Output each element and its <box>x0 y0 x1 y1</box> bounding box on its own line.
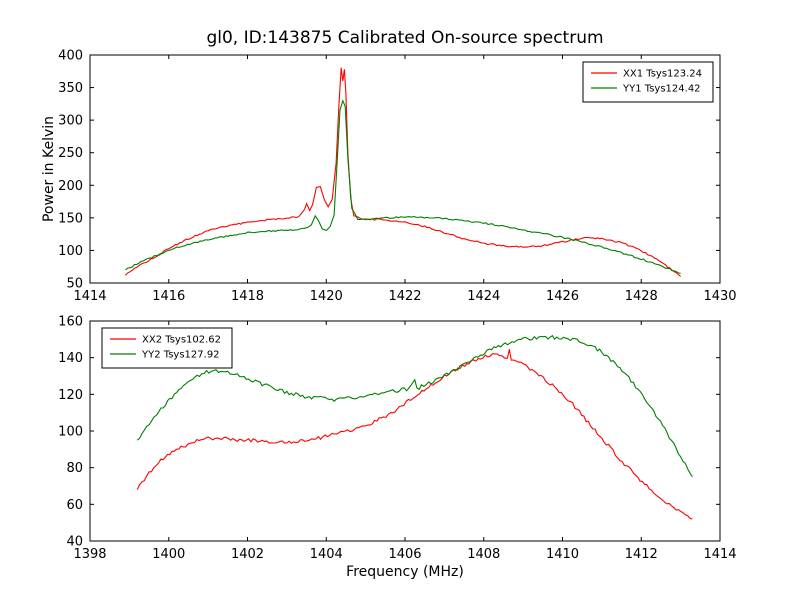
x-tick-label: 1428 <box>625 289 658 304</box>
legend-label: XX2 Tsys102.62 <box>142 335 221 346</box>
y-tick-label: 100 <box>58 425 83 440</box>
y-tick-label: 200 <box>58 179 83 194</box>
legend-box <box>582 61 714 103</box>
x-tick-label: 1398 <box>73 547 106 562</box>
y-tick-label: 250 <box>58 146 83 161</box>
x-tick-label: 1404 <box>310 547 343 562</box>
y-tick-label: 60 <box>66 498 83 513</box>
legend: XX1 Tsys123.24 YY1 Tsys124.42 <box>582 61 714 103</box>
y-tick-label: 350 <box>58 81 83 96</box>
y-tick-label: 160 <box>58 315 83 330</box>
subplot-top: 1414 1416 1418 1420 1422 1424 1426 1428 1430 50 10… <box>58 49 736 305</box>
x-tick-label: 1400 <box>152 547 185 562</box>
x-tick-label: 1406 <box>388 547 421 562</box>
x-tick-label: 1422 <box>388 289 421 304</box>
x-tick-label: 1426 <box>546 289 579 304</box>
series-line-1 <box>125 99 681 274</box>
x-axis-label-bottom: Frequency (MHz) <box>346 564 464 580</box>
figure-title: gl0, ID:143875 Calibrated On-source spec… <box>206 28 603 48</box>
x-tick-label: 1430 <box>703 289 736 304</box>
x-tick-label: 1402 <box>231 547 264 562</box>
y-tick-label: 400 <box>58 49 83 64</box>
legend-box <box>101 327 233 369</box>
x-tick-label: 1414 <box>703 547 736 562</box>
x-tick-label: 1410 <box>546 547 579 562</box>
y-tick-label: 140 <box>58 351 83 366</box>
y-tick-label: 50 <box>66 277 83 292</box>
legend-label: XX1 Tsys123.24 <box>623 69 702 80</box>
y-tick-label: 80 <box>66 461 83 476</box>
x-tick-label: 1408 <box>467 547 500 562</box>
x-tick-label: 1418 <box>231 289 264 304</box>
x-tick-label: 1424 <box>467 289 500 304</box>
series-line-0 <box>136 349 693 520</box>
series-line-0 <box>125 67 681 277</box>
y-tick-label: 120 <box>58 388 83 403</box>
series-line-1 <box>136 334 693 478</box>
legend: XX2 Tsys102.62 YY2 Tsys127.92 <box>101 327 233 369</box>
y-tick-label: 150 <box>58 211 83 226</box>
x-tick-label: 1414 <box>73 289 106 304</box>
legend-label: YY1 Tsys124.42 <box>622 84 701 95</box>
y-axis-label-top: Power in Kelvin <box>41 116 57 222</box>
y-tick-label: 100 <box>58 244 83 259</box>
legend-label: YY2 Tsys127.92 <box>141 350 220 361</box>
x-tick-label: 1416 <box>152 289 185 304</box>
subplot-bottom: 1398 1400 1402 1404 1406 1408 1410 1412 1414 40 60… <box>58 315 736 563</box>
y-tick-label: 300 <box>58 114 83 129</box>
x-tick-label: 1420 <box>310 289 343 304</box>
y-tick-label: 40 <box>66 535 83 550</box>
x-tick-label: 1412 <box>625 547 658 562</box>
